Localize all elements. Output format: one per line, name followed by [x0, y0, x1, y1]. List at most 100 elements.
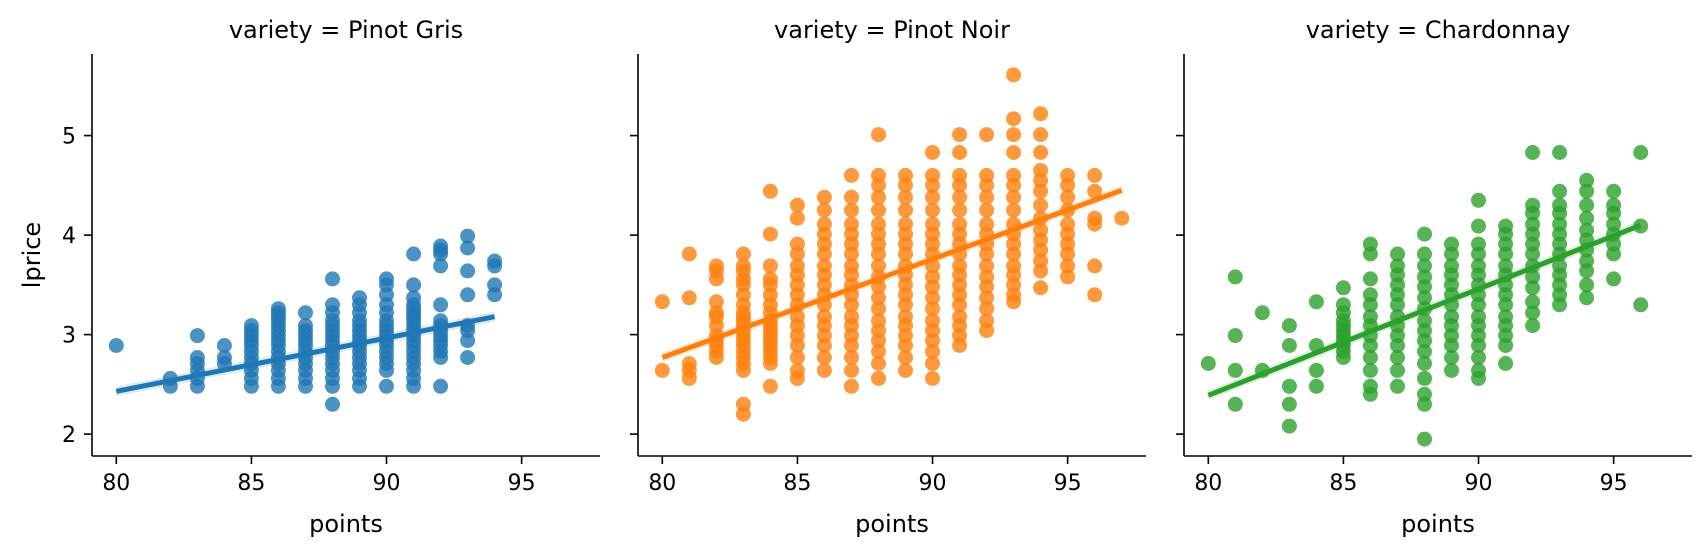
scatter-point	[789, 258, 805, 274]
scatter-point	[898, 309, 913, 325]
scatter-point	[1417, 370, 1432, 386]
scatter-point	[979, 258, 995, 274]
scatter-point	[1444, 309, 1459, 325]
scatter-point	[1006, 167, 1022, 183]
scatter-point	[1227, 328, 1243, 344]
scatter-point	[1606, 271, 1622, 287]
scatter-point	[789, 197, 805, 213]
scatter-point	[844, 309, 859, 325]
scatter-point	[1362, 309, 1378, 325]
x-tick-label: 90	[373, 471, 401, 496]
scatter-point	[844, 216, 859, 232]
scatter-point	[1200, 356, 1216, 371]
scatter-point	[871, 290, 886, 306]
scatter-point	[1552, 183, 1568, 199]
scatter-point	[1281, 418, 1297, 434]
scatter-point	[1552, 197, 1568, 213]
scatter-point	[1390, 246, 1405, 262]
scatter-point	[406, 277, 422, 293]
scatter-point	[325, 396, 340, 412]
scatter-point	[108, 338, 124, 353]
scatter-point	[925, 269, 940, 285]
scatter-points	[654, 67, 1130, 422]
scatter-point	[1579, 197, 1595, 213]
scatter-point	[1471, 309, 1486, 325]
regression-line	[115, 314, 496, 394]
scatter-point	[1525, 294, 1541, 310]
x-tick-label: 85	[237, 471, 265, 496]
scatter-point	[1006, 202, 1022, 218]
panels-layer: variety = Pinot Gris 80 85 90 95 2 3 4 5 points lp…	[18, 16, 1692, 538]
scatter-point	[1525, 305, 1541, 321]
scatter-point	[762, 226, 778, 242]
scatter-point	[1087, 287, 1103, 303]
scatter-point	[1281, 318, 1297, 334]
scatter-point	[1633, 297, 1649, 313]
scatter-point	[1417, 258, 1432, 274]
scatter-point	[406, 290, 422, 306]
regression-line	[1207, 222, 1642, 398]
scatter-point	[1417, 431, 1432, 447]
scatter-point	[1579, 277, 1595, 293]
scatter-point	[871, 258, 886, 274]
scatter-point	[762, 271, 778, 287]
scatter-point	[871, 127, 886, 143]
scatter-point	[1087, 210, 1103, 226]
scatter-point	[1525, 269, 1541, 285]
panel-title: variety = Pinot Gris	[229, 16, 463, 44]
scatter-point	[1471, 192, 1486, 208]
x-tick-label: 85	[783, 471, 811, 496]
scatter-point	[735, 258, 751, 274]
y-tick-label: 5	[62, 125, 76, 150]
scatter-point	[925, 356, 940, 371]
scatter-point	[952, 189, 968, 205]
scatter-point	[1060, 258, 1076, 274]
scatter-point	[681, 290, 697, 306]
scatter-point	[1362, 362, 1378, 378]
scatter-point	[708, 294, 724, 310]
scatter-point	[681, 356, 697, 371]
scatter-point	[433, 238, 449, 254]
scatter-point	[789, 309, 805, 325]
scatter-point	[952, 202, 968, 218]
x-tick-label: 95	[1600, 471, 1628, 496]
scatter-point	[1390, 362, 1405, 378]
scatter-point	[1471, 218, 1486, 234]
scatter-point	[1552, 258, 1568, 274]
scatter-point	[1390, 378, 1405, 394]
x-tick-label: 90	[1465, 471, 1493, 496]
scatter-point	[460, 287, 476, 303]
scatter-point	[708, 258, 724, 274]
scatter-point	[189, 328, 205, 344]
scatter-point	[898, 167, 913, 183]
scatter-point	[871, 370, 886, 386]
scatter-point	[844, 202, 859, 218]
panel-title: variety = Chardonnay	[1306, 16, 1571, 44]
scatter-point	[1227, 269, 1243, 285]
scatter-point	[1525, 216, 1541, 232]
scatter-point	[1308, 294, 1324, 310]
scatter-point	[243, 318, 259, 334]
scatter-point	[1033, 197, 1049, 213]
scatter-point	[844, 258, 859, 274]
scatter-point	[979, 127, 995, 143]
panel-2: variety = Pinot Noir 80 85 90 95 points	[630, 16, 1146, 538]
scatter-point	[654, 294, 670, 310]
scatter-point	[1498, 356, 1514, 371]
scatter-point	[735, 246, 751, 262]
scatter-point	[1006, 67, 1022, 83]
x-tick-label: 80	[648, 471, 676, 496]
scatter-point	[844, 362, 859, 378]
scatter-point	[1552, 216, 1568, 232]
scatter-point	[871, 313, 886, 329]
scatter-point	[1471, 258, 1486, 274]
scatter-point	[1335, 297, 1351, 313]
x-tick-label: 80	[102, 471, 130, 496]
scatter-point	[789, 236, 805, 252]
scatter-point	[898, 350, 913, 365]
scatter-point	[681, 246, 697, 262]
y-tick-label: 2	[62, 423, 76, 448]
x-tick-label: 90	[919, 471, 947, 496]
scatter-point	[325, 297, 340, 313]
